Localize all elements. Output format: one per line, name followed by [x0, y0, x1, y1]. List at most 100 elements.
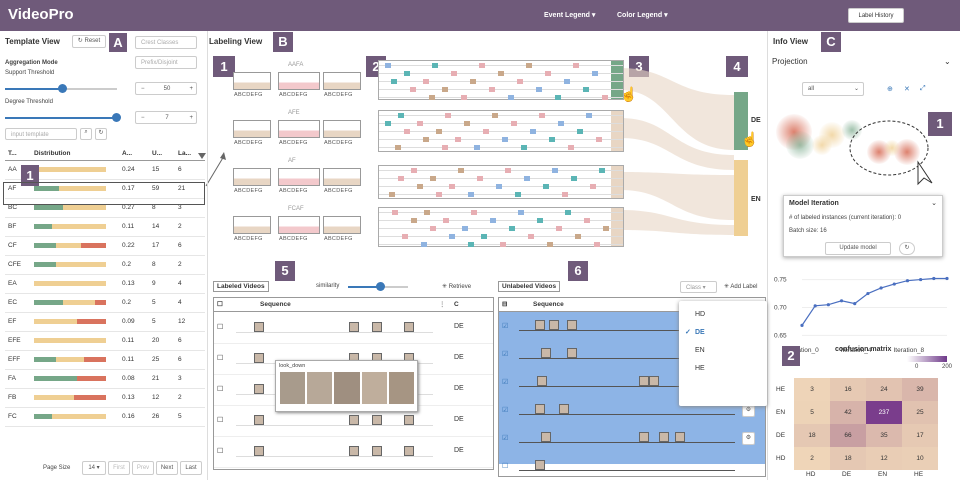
template-row[interactable]: BC 0.27 8 3 [5, 198, 205, 218]
degree-stepper[interactable]: −7 + [135, 111, 197, 124]
video-thumb[interactable] [567, 320, 577, 330]
group-handle[interactable] [611, 166, 623, 198]
video-thumb[interactable] [537, 376, 547, 386]
video-thumb[interactable] [535, 460, 545, 470]
accuracy-point[interactable] [853, 301, 857, 306]
projection-filter[interactable]: all ⌄ [802, 82, 864, 96]
video-thumb[interactable] [559, 404, 569, 414]
video-thumb[interactable] [254, 353, 264, 363]
reset-button[interactable]: ↻ Reset [72, 35, 106, 48]
unlabeled-row[interactable]: ☑ ⚙ [499, 426, 765, 453]
dropdown-option[interactable]: EN [679, 343, 767, 359]
template-search-input[interactable]: input template [5, 128, 77, 140]
col-accuracy[interactable]: A... [119, 148, 149, 161]
video-thumb[interactable] [404, 446, 414, 456]
zoom-in-icon[interactable]: ⊕ [887, 86, 893, 93]
cm-cell[interactable]: 5 [794, 401, 830, 424]
template-row[interactable]: EC 0.2 5 4 [5, 293, 205, 313]
template-row[interactable]: CF 0.22 17 6 [5, 236, 205, 256]
row-checkbox[interactable]: ☐ [217, 448, 224, 455]
cm-cell[interactable]: 18 [794, 424, 830, 447]
template-row[interactable]: BF 0.11 14 2 [5, 217, 205, 237]
template-row[interactable]: FB 0.13 12 2 [5, 388, 205, 408]
cm-cell[interactable]: 18 [830, 447, 866, 470]
video-thumb[interactable] [675, 432, 685, 442]
row-checkbox[interactable]: ☑ [502, 323, 509, 330]
row-checkbox[interactable]: ☑ [502, 407, 509, 414]
row-checkbox[interactable]: ☐ [217, 355, 224, 362]
video-thumb[interactable] [254, 384, 264, 394]
video-thumb[interactable] [639, 376, 649, 386]
sequence-group[interactable] [378, 110, 624, 152]
sequence-group[interactable] [378, 165, 624, 199]
similarity-handle[interactable] [376, 282, 385, 291]
col-menu-icon[interactable]: ⋮ [439, 301, 446, 308]
cm-cell[interactable]: 3 [794, 378, 830, 401]
row-checkbox[interactable]: ☑ [502, 435, 509, 442]
accuracy-point[interactable] [892, 282, 896, 286]
accuracy-point[interactable] [905, 279, 910, 283]
video-thumb[interactable] [567, 348, 577, 358]
video-thumb[interactable] [372, 415, 382, 425]
class-select[interactable]: Class ▾ [680, 281, 717, 293]
video-thumb[interactable] [404, 415, 414, 425]
template-row[interactable]: EF 0.09 5 12 [5, 312, 205, 332]
cm-cell[interactable]: 16 [830, 378, 866, 401]
unlabeled-row[interactable]: ☑ [499, 342, 765, 369]
unlabeled-row[interactable]: ☑ [499, 370, 765, 397]
video-thumb[interactable] [254, 446, 264, 456]
class-bar-en[interactable] [734, 160, 748, 236]
accuracy-point[interactable] [945, 276, 949, 281]
video-thumb[interactable] [349, 446, 359, 456]
cm-cell[interactable]: 39 [902, 378, 938, 401]
accuracy-point[interactable] [879, 286, 883, 290]
video-thumb[interactable] [535, 320, 545, 330]
accuracy-point[interactable] [932, 276, 936, 281]
labeled-row[interactable]: ☐ DE [214, 438, 493, 468]
refresh-icon[interactable]: ↻ [95, 128, 107, 140]
expand-icon[interactable]: ⤢ [920, 85, 926, 92]
template-row[interactable]: EFF 0.11 25 6 [5, 350, 205, 370]
video-thumb[interactable] [372, 322, 382, 332]
prefix-select[interactable]: Prefix/Disjoint [135, 56, 197, 69]
cm-cell[interactable]: 237 [866, 401, 902, 424]
color-legend-menu[interactable]: Color Legend ▾ [617, 12, 668, 19]
refresh-icon[interactable]: ↻ [899, 242, 915, 255]
cm-cell[interactable]: 24 [866, 378, 902, 401]
accuracy-point[interactable] [919, 277, 923, 282]
cm-cell[interactable]: 17 [902, 424, 938, 447]
video-thumb[interactable] [372, 446, 382, 456]
chevron-down-icon[interactable]: ⌄ [931, 200, 937, 207]
retrieve-button[interactable]: ✳ Retrieve [442, 284, 472, 290]
template-row[interactable]: AF 0.17 59 21 [5, 179, 205, 199]
cm-cell[interactable]: 25 [902, 401, 938, 424]
degree-slider-track[interactable] [5, 117, 117, 119]
row-checkbox[interactable]: ☐ [217, 324, 224, 331]
filter-arrow-icon[interactable] [197, 151, 207, 161]
cm-cell[interactable]: 10 [902, 447, 938, 470]
row-checkbox[interactable]: ☑ [502, 351, 509, 358]
label-history-button[interactable]: Label History [848, 8, 904, 23]
cm-cell[interactable]: 66 [830, 424, 866, 447]
row-checkbox[interactable]: ☑ [502, 379, 509, 386]
accuracy-point[interactable] [800, 323, 804, 327]
template-glyph[interactable]: FCAF ABCDEFG ABCDEFG ABCDEFG [233, 206, 363, 242]
video-thumb[interactable] [541, 348, 551, 358]
template-glyph[interactable]: AF ABCDEFG ABCDEFG ABCDEFG [233, 158, 363, 194]
sequence-group[interactable] [378, 60, 624, 100]
last-page-button[interactable]: Last [180, 461, 202, 475]
add-label-button[interactable]: ✳ Add Label [724, 284, 758, 290]
video-thumb[interactable] [254, 415, 264, 425]
search-icon[interactable]: ⌕ [80, 128, 92, 140]
degree-slider-handle[interactable] [112, 113, 121, 122]
class-bar-de[interactable] [734, 92, 748, 150]
support-slider-handle[interactable] [58, 84, 67, 93]
video-thumb[interactable] [349, 415, 359, 425]
prev-page-button[interactable]: Prev [132, 461, 154, 475]
cm-cell[interactable]: 35 [866, 424, 902, 447]
video-thumb[interactable] [349, 322, 359, 332]
collapse-chevron-icon[interactable]: ⌄ [944, 57, 951, 66]
dropdown-option[interactable]: HD [679, 307, 767, 323]
next-page-button[interactable]: Next [156, 461, 178, 475]
col-distribution[interactable]: Distribution [31, 148, 119, 161]
